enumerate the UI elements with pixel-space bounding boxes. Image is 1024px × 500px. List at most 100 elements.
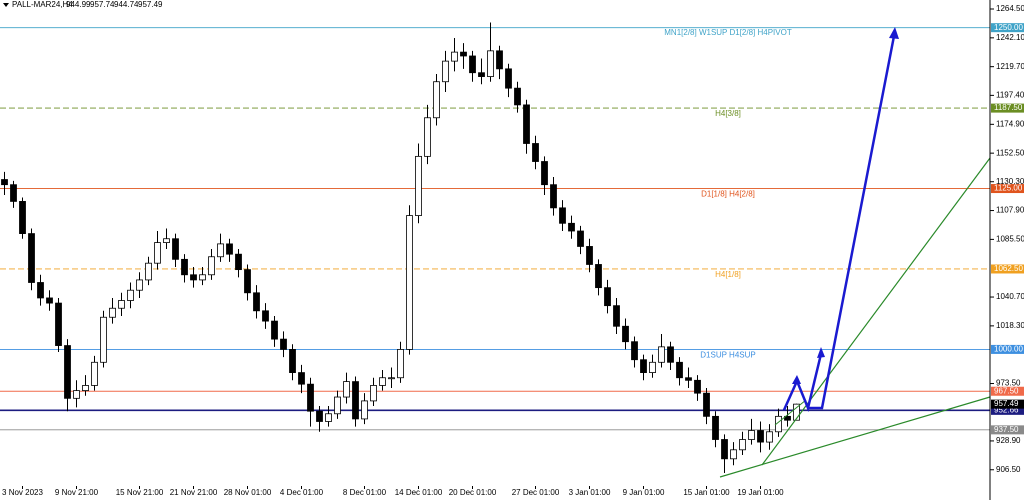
- candle-body: [55, 302, 62, 346]
- candle-body: [757, 430, 764, 443]
- level-box-label: 937.50: [994, 425, 1019, 434]
- candle-body: [289, 349, 296, 373]
- level-box: [991, 344, 1024, 354]
- candle-body: [766, 431, 773, 443]
- y-tick-label: 1264.50: [996, 4, 1024, 13]
- x-tick-label: 9 Nov 21:00: [55, 488, 99, 497]
- time-axis: 3 Nov 2023 9 Nov 21:00 15 Nov 21:00 21 Nov …: [2, 486, 784, 497]
- trend-line: [719, 396, 991, 478]
- candle-body: [415, 155, 422, 216]
- candle-body: [577, 230, 584, 247]
- candle-body: [793, 403, 800, 421]
- y-tick-label: 1197.40: [996, 90, 1024, 99]
- x-tick-label: 3 Jan 01:00: [569, 488, 611, 497]
- candle-body: [406, 215, 413, 350]
- candle-body: [505, 68, 512, 89]
- x-tick-label: 15 Nov 21:00: [116, 488, 164, 497]
- x-tick-label: 8 Dec 01:00: [343, 488, 387, 497]
- arrowhead: [889, 27, 899, 39]
- x-tick-label: 19 Jan 01:00: [737, 488, 784, 497]
- candle-body: [361, 400, 368, 420]
- candle-body: [307, 383, 314, 412]
- candle-body: [28, 233, 35, 283]
- level-box-label: 967.50: [994, 386, 1019, 395]
- level-box-label: 1000.00: [994, 345, 1023, 354]
- candle-body: [280, 338, 287, 350]
- level-box: [991, 386, 1024, 396]
- y-tick-label: 1242.10: [996, 33, 1024, 42]
- candle-body: [694, 379, 701, 394]
- candle-body: [235, 253, 242, 271]
- candle-body: [64, 345, 71, 399]
- level-box-label: 1125.00: [994, 184, 1023, 193]
- candle-body: [721, 439, 728, 460]
- projection-arrow: [782, 353, 823, 413]
- candle-body: [784, 415, 791, 421]
- projection-arrow: [808, 35, 896, 410]
- level-box-label: 1062.50: [994, 264, 1023, 273]
- candle-body: [496, 50, 503, 70]
- candle-body: [397, 349, 404, 379]
- x-tick-label: 20 Dec 01:00: [449, 488, 497, 497]
- y-tick-label: 1219.70: [996, 62, 1024, 71]
- level-box: [991, 425, 1024, 435]
- y-tick-label: 973.50: [996, 379, 1021, 388]
- level-box-label: 952.66: [994, 405, 1019, 414]
- candle-body: [595, 264, 602, 289]
- candle-body: [127, 289, 134, 301]
- y-tick-label: 1018.30: [996, 321, 1024, 330]
- candle-body: [712, 415, 719, 440]
- level-text: H4[3/8]: [715, 109, 741, 118]
- candle-body: [82, 385, 89, 392]
- symbol-title: PALL-MAR24,H4: [12, 0, 73, 9]
- candle-body: [559, 207, 566, 224]
- trend-line: [774, 399, 807, 426]
- candle-body: [109, 307, 116, 318]
- candle-body: [442, 60, 449, 83]
- candle-body: [37, 282, 44, 299]
- candle-body: [199, 274, 206, 281]
- candle-body: [118, 300, 125, 309]
- arrowhead: [792, 375, 801, 384]
- candle-body: [172, 238, 179, 260]
- y-tick-label: 1130.30: [996, 177, 1024, 186]
- level-text: MN1[2/8] W1SUP D1[2/8] H4PIVOT: [664, 28, 792, 37]
- level-text: D1SUP H4SUP: [700, 351, 755, 360]
- candle-body: [532, 143, 539, 162]
- level-box-label: 1187.50: [994, 103, 1023, 112]
- candle-body: [622, 325, 629, 343]
- candle-body: [163, 238, 170, 243]
- candle-body: [550, 184, 557, 209]
- candle-body: [685, 377, 692, 381]
- level-box: [991, 184, 1024, 194]
- candle-body: [208, 256, 215, 276]
- candle-body: [703, 392, 710, 417]
- candle-body: [568, 222, 575, 232]
- candle-body: [1, 179, 8, 186]
- ohlc-high: 957.74: [90, 0, 115, 9]
- candle-body: [667, 346, 674, 363]
- candle-body: [271, 320, 278, 340]
- x-tick-label: 14 Dec 01:00: [395, 488, 443, 497]
- candle-body: [631, 341, 638, 361]
- level-box: [991, 264, 1024, 274]
- candle-body: [217, 243, 224, 258]
- y-tick-label: 928.90: [996, 436, 1021, 445]
- level-box: [991, 23, 1024, 33]
- x-tick-label: 27 Dec 01:00: [512, 488, 560, 497]
- candle-body: [613, 305, 620, 327]
- arrowhead: [817, 347, 825, 358]
- candle-body: [739, 439, 746, 451]
- candle-body: [343, 381, 350, 398]
- menu-icon[interactable]: [3, 3, 9, 7]
- candle-body: [388, 377, 395, 380]
- level-box-label: 1250.00: [994, 23, 1023, 32]
- levels: MN1[2/8] W1SUP D1[2/8] H4PIVOT H4[3/8] D1[…: [0, 27, 990, 431]
- candle-body: [352, 381, 359, 420]
- ohlc-close: 957.49: [138, 0, 163, 9]
- candle-body: [451, 51, 458, 62]
- x-tick-label: 4 Dec 01:00: [280, 488, 324, 497]
- candle-body: [541, 161, 548, 186]
